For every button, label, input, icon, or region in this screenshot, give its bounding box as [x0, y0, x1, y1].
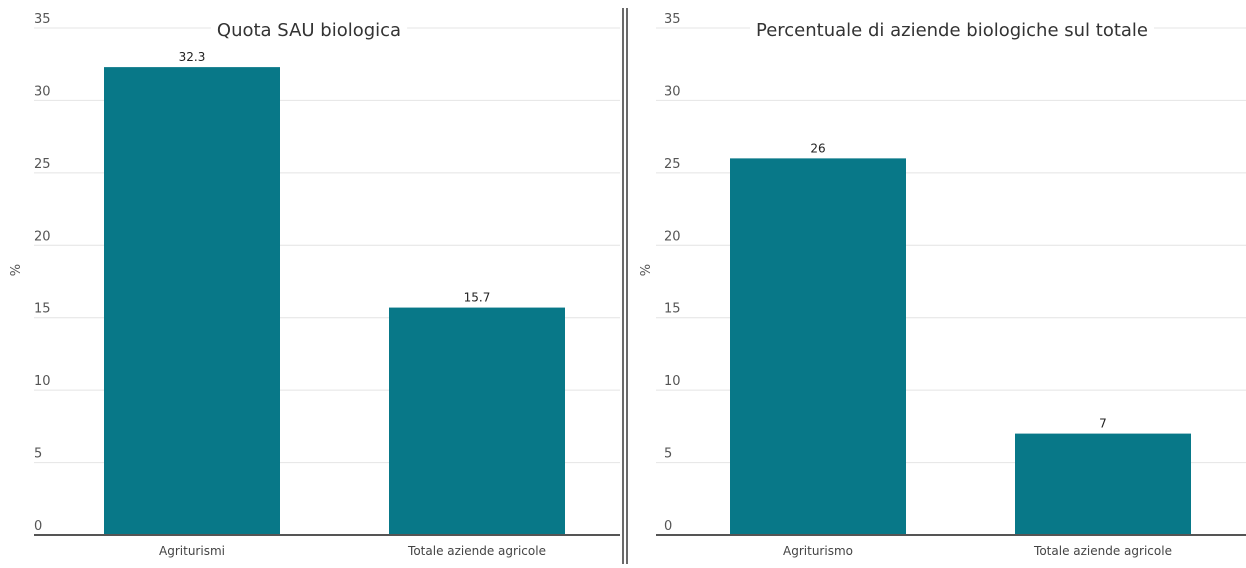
chart-title-background	[210, 18, 408, 43]
bar-data-label: 7	[1099, 417, 1107, 431]
panel-divider-right	[626, 8, 628, 564]
y-tick-label: 30	[664, 84, 681, 99]
y-tick-label: 25	[34, 157, 51, 172]
y-tick-label: 10	[664, 374, 681, 389]
chart-title: Percentuale di aziende biologiche sul to…	[756, 20, 1148, 41]
y-tick-label: 20	[664, 229, 681, 244]
x-category-label: Totale aziende agricole	[407, 544, 546, 558]
x-category-label: Totale aziende agricole	[1033, 544, 1172, 558]
bar	[389, 307, 565, 535]
bar-data-label: 26	[810, 141, 825, 155]
y-tick-label: 35	[34, 12, 51, 27]
bar	[1015, 433, 1191, 535]
y-tick-label: 15	[664, 302, 681, 317]
chart-percentuale-aziende: 0 5 10 15 20 25 30 35 26 Agriturismo 7 Totale azien…	[639, 12, 1246, 558]
chart-title: Quota SAU biologica	[217, 20, 401, 41]
bar	[104, 67, 280, 536]
y-tick-label: 5	[664, 447, 672, 462]
x-category-label: Agriturismo	[783, 544, 853, 558]
y-tick-label: 0	[664, 519, 672, 534]
bar-data-label: 15.7	[464, 291, 491, 305]
y-tick-label: 25	[664, 157, 681, 172]
panel-divider-left	[622, 8, 624, 564]
bar	[730, 158, 906, 535]
y-tick-label: 10	[34, 374, 51, 389]
chart-quota-sau: 0 5 10 15 20 25 30 35 32.3 Agriturismi 15.7 Totale …	[9, 12, 620, 558]
y-tick-label: 0	[34, 519, 42, 534]
x-category-label: Agriturismi	[159, 544, 225, 558]
y-tick-label: 15	[34, 302, 51, 317]
y-axis-label: %	[639, 264, 654, 276]
y-tick-label: 5	[34, 447, 42, 462]
y-axis-label: %	[9, 264, 24, 276]
chart-title-background	[749, 18, 1155, 43]
chart-panel-quota-sau: 0 5 10 15 20 25 30 35 32.3 Agriturismi 15.7 Totale …	[0, 0, 622, 564]
chart-panel-percentuale-aziende: 0 5 10 15 20 25 30 35 26 Agriturismo 7 Totale azien…	[632, 0, 1246, 564]
y-tick-label: 30	[34, 84, 51, 99]
y-tick-label: 20	[34, 229, 51, 244]
bar-data-label: 32.3	[179, 50, 206, 64]
y-tick-label: 35	[664, 12, 681, 27]
